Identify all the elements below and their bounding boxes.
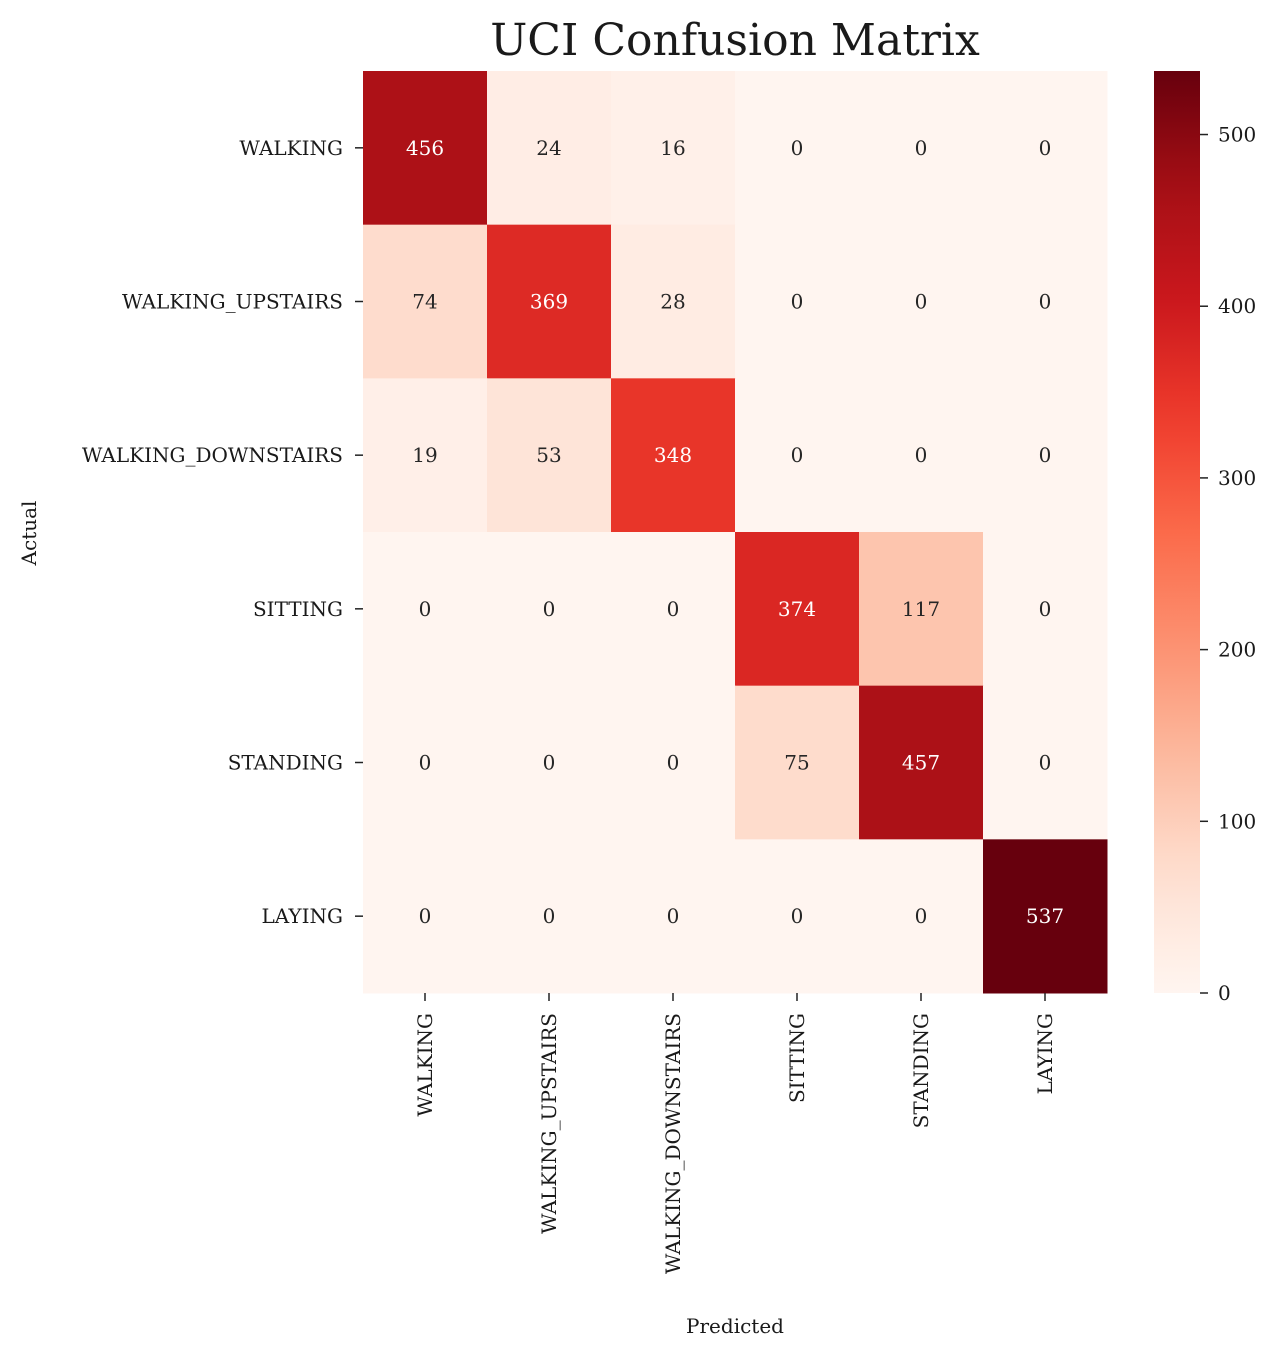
heatmap-cell: [735, 71, 860, 226]
heatmap-cell: [859, 378, 984, 533]
cell-value-label: 53: [536, 443, 561, 467]
heatmap-cell: [983, 71, 1108, 226]
heatmap-cell: [611, 378, 736, 533]
x-axis-label: Predicted: [686, 1314, 784, 1338]
heatmap-cell: [363, 839, 488, 994]
heatmap-cell: [983, 839, 1108, 994]
cell-value-label: 0: [419, 751, 432, 775]
heatmap-cell: [735, 532, 860, 687]
colorbar-tick-label: 400: [1218, 294, 1256, 318]
cell-value-label: 117: [902, 597, 940, 621]
x-axis: WALKING WALKING_UPSTAIRS WALKING_DOWNSTAIR…: [413, 993, 1057, 1274]
heatmap-cell: [363, 224, 488, 379]
heatmap-cell: [487, 532, 612, 687]
x-tick-label: SITTING: [785, 1013, 809, 1103]
cell-value-label: 0: [1039, 751, 1052, 775]
heatmap-cell: [859, 685, 984, 840]
cell-value-label: 0: [791, 904, 804, 928]
heatmap-cell: [735, 224, 860, 379]
cell-value-label: 0: [915, 136, 928, 160]
cell-value-label: 74: [412, 290, 437, 314]
y-tick-label: LAYING: [262, 904, 344, 928]
colorbar-tick-label: 0: [1218, 981, 1231, 1005]
cell-value-label: 0: [419, 904, 432, 928]
y-tick-label: SITTING: [253, 597, 343, 621]
cell-value-label: 457: [902, 751, 940, 775]
colorbar-tick-label: 300: [1218, 466, 1256, 490]
heatmap-cell: [735, 685, 860, 840]
colorbar-ticks: 0 100 200 300 400 500: [1200, 123, 1256, 1005]
cell-value-label: 0: [667, 597, 680, 621]
y-tick-label: STANDING: [228, 751, 343, 775]
heatmap-cell: [983, 685, 1108, 840]
colorbar: [1154, 71, 1200, 993]
y-tick-label: WALKING: [239, 136, 343, 160]
y-tick-label: WALKING_DOWNSTAIRS: [82, 443, 343, 467]
cell-value-label: 0: [791, 443, 804, 467]
cell-value-label: 0: [667, 904, 680, 928]
colorbar-tick-label: 100: [1218, 809, 1256, 833]
cell-value-label: 0: [915, 443, 928, 467]
cell-value-label: 0: [1039, 443, 1052, 467]
heatmap-cell: [487, 224, 612, 379]
heatmap-cell: [487, 378, 612, 533]
heatmap-cell: [363, 378, 488, 533]
heatmap-cell: [859, 71, 984, 226]
cell-value-label: 348: [654, 443, 692, 467]
cell-value-label: 456: [406, 136, 444, 160]
heatmap-cell: [859, 532, 984, 687]
heatmap-cell: [611, 224, 736, 379]
cell-value-label: 0: [791, 290, 804, 314]
cell-value-label: 0: [419, 597, 432, 621]
cell-value-label: 0: [543, 751, 556, 775]
heatmap-cell: [487, 839, 612, 994]
cell-value-label: 0: [791, 136, 804, 160]
chart-title: UCI Confusion Matrix: [490, 15, 980, 66]
heatmap-cell: [611, 532, 736, 687]
x-tick-label: STANDING: [909, 1013, 933, 1128]
cell-value-label: 374: [778, 597, 816, 621]
heatmap-cell: [487, 71, 612, 226]
heatmap-cell: [735, 378, 860, 533]
colorbar-tick-label: 500: [1218, 123, 1256, 147]
cell-value-label: 369: [530, 290, 568, 314]
cell-value-label: 75: [784, 751, 809, 775]
x-tick-label: WALKING_DOWNSTAIRS: [661, 1013, 685, 1274]
cell-value-label: 16: [660, 136, 685, 160]
colorbar-tick-label: 200: [1218, 638, 1256, 662]
cell-value-label: 28: [660, 290, 685, 314]
heatmap-cell: [983, 378, 1108, 533]
cell-value-label: 19: [412, 443, 437, 467]
heatmap-cell: [859, 224, 984, 379]
cell-value-label: 0: [1039, 136, 1052, 160]
heatmap-cell: [859, 839, 984, 994]
heatmap-cell: [611, 685, 736, 840]
cell-value-label: 0: [915, 290, 928, 314]
cell-value-label: 0: [543, 597, 556, 621]
cell-value-label: 24: [536, 136, 561, 160]
heatmap-cell: [611, 839, 736, 994]
heatmap-cell: [983, 224, 1108, 379]
x-tick-label: WALKING_UPSTAIRS: [537, 1013, 561, 1234]
y-axis-label: Actual: [17, 501, 41, 567]
cell-value-label: 0: [1039, 597, 1052, 621]
heatmap-cell: [735, 839, 860, 994]
heatmap-cell: [611, 71, 736, 226]
heatmap-cell: [363, 532, 488, 687]
x-tick-label: WALKING: [413, 1013, 437, 1117]
cell-value-label: 537: [1026, 904, 1064, 928]
y-axis: WALKING WALKING_UPSTAIRS WALKING_DOWNSTAIR…: [82, 136, 363, 928]
heatmap-grid: 456 24 16 0 0 0 74 369 28 0 0 0 19 53 348 0 0 0 0 0 0 374 117 0…: [363, 71, 1108, 994]
cell-value-label: 0: [667, 751, 680, 775]
y-tick-label: WALKING_UPSTAIRS: [122, 290, 343, 314]
cell-value-label: 0: [543, 904, 556, 928]
heatmap-cell: [983, 532, 1108, 687]
cell-value-label: 0: [915, 904, 928, 928]
x-tick-label: LAYING: [1033, 1013, 1057, 1095]
cell-value-label: 0: [1039, 290, 1052, 314]
heatmap-cell: [363, 685, 488, 840]
heatmap-cell: [487, 685, 612, 840]
heatmap-cell: [363, 71, 488, 226]
